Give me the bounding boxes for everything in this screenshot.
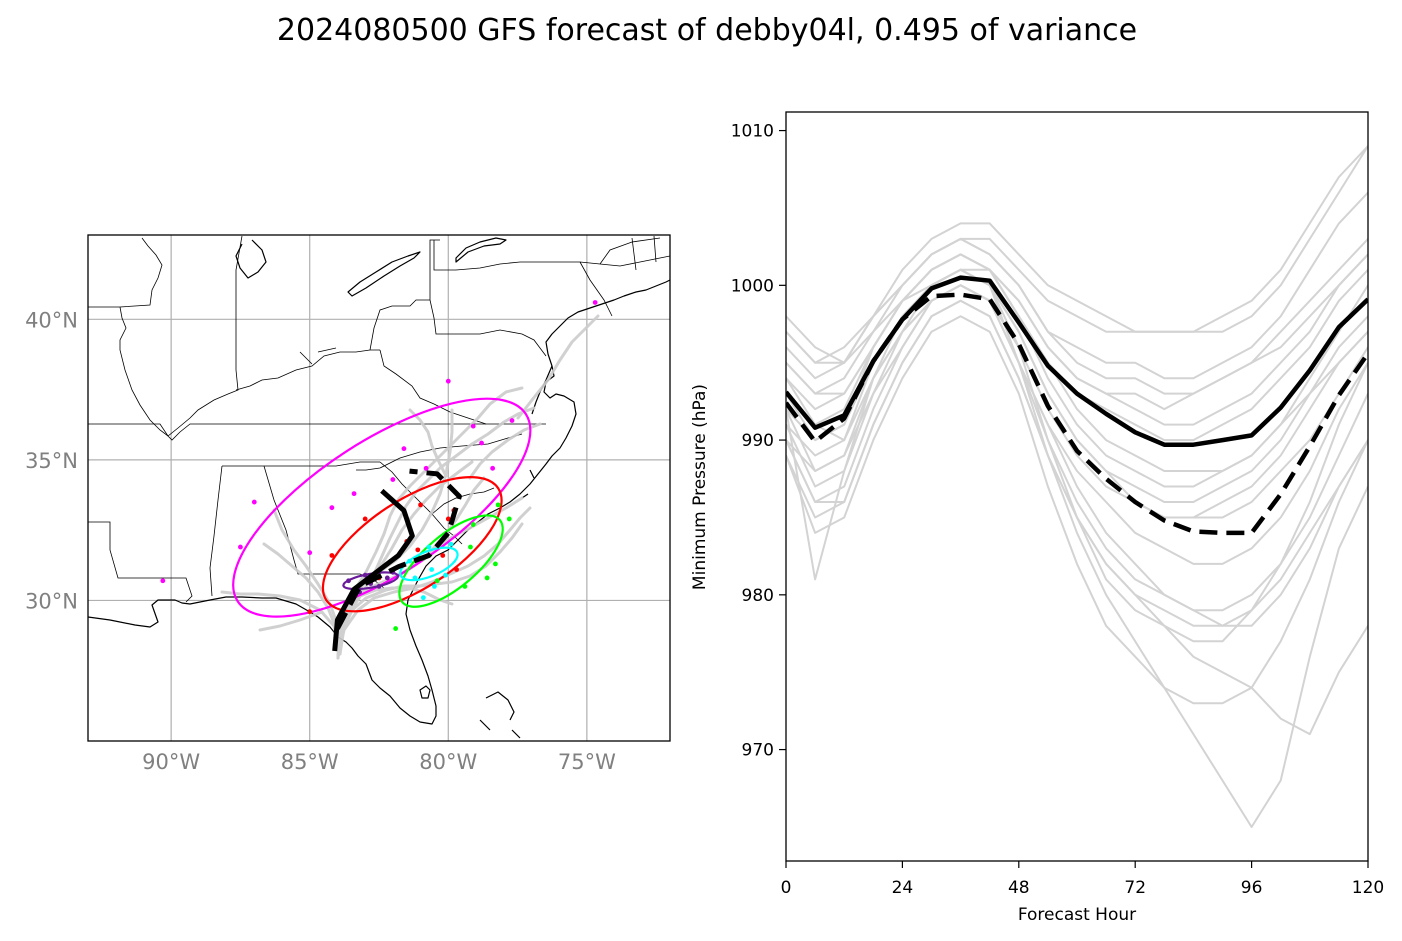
forecast-ellipse [342,571,400,591]
figure-title: 2024080500 GFS forecast of debby04l, 0.4… [277,13,1137,48]
ensemble-point [454,567,459,572]
ensemble-point [401,446,407,452]
ensemble-point [420,595,426,601]
ensemble-point [462,583,468,589]
ensemble-member-line [786,284,1368,828]
ensemble-point [376,583,382,589]
ensemble-point [493,561,498,567]
forecast-ellipse [398,514,504,608]
ensemble-point [412,575,418,581]
ensemble-point [484,575,490,581]
map-frame [87,234,671,742]
lon-tick-label: 90°W [142,750,200,774]
ensemble-point [390,477,396,482]
lon-tick-label: 80°W [419,750,477,774]
pressure-frame [785,111,1369,862]
ensemble-point [470,423,476,429]
coastline-lake-ontario [455,237,507,263]
ensemble-member-line [786,299,1368,627]
y-tick-label: 970 [742,741,774,761]
ensemble-point [362,572,368,578]
lon-tick-label: 85°W [281,750,339,774]
ensemble-point [506,516,512,522]
mean-dashed-line [786,292,1368,536]
coastline-lake-erie [347,251,421,297]
lat-tick-label: 35°N [25,449,78,473]
ensemble-point [307,550,313,556]
ensemble-member-line [786,253,1368,472]
ensemble-point [448,541,454,547]
ensemble-point [160,578,166,584]
x-tick-label: 48 [1008,878,1030,898]
ensemble-point [495,502,501,508]
ensemble-point [329,553,335,558]
map-axis-labels: 90°W 85°W 80°W 75°W 30°N 35°N 40°N [25,308,616,774]
lon-tick-label: 75°W [558,750,616,774]
coastline-lake-okeechobee [419,685,431,699]
ensemble-point [384,575,390,581]
ensemble-point [351,491,357,497]
y-tick-label: 990 [742,431,774,451]
y-axis-label: Minimum Pressure (hPa) [690,384,710,590]
ensemble-point [362,516,368,522]
x-tick-label: 72 [1124,878,1146,898]
ensemble-point [418,502,423,508]
ensemble-point [479,440,484,446]
ensemble-member-line [786,284,1368,627]
ensemble-pressure-lines [786,145,1368,828]
mean-track-dashed [335,468,462,630]
forecast-ellipse [232,397,532,618]
ensemble-point [434,578,440,584]
x-tick-label: 120 [1352,878,1384,898]
ensemble-member-line [786,315,1368,705]
track-map-panel: 90°W 85°W 80°W 75°W 30°N 35°N 40°N [25,234,671,774]
ensemble-point [423,465,429,471]
ensemble-point [251,499,257,505]
forecast-ellipse [399,546,459,582]
coastline-lake-michigan [235,239,267,279]
x-tick-label: 0 [781,878,792,898]
pressure-panel: 0 24 48 72 96 120 970 980 990 1000 1010 Forecast H… [690,111,1384,925]
ensemble-point [307,609,313,615]
ensemble-member-line [786,284,1368,612]
ensemble-point [415,547,421,553]
ensemble-point [238,544,243,550]
ensemble-point [440,553,446,558]
ensemble-member-line [786,145,1368,364]
ensemble-point [429,567,435,572]
ensemble-point [432,583,437,589]
coastline-bahamas [479,691,521,739]
ensemble-point [443,572,448,578]
ensemble-point [470,522,476,527]
mean-pressure-lines [786,275,1368,536]
ensemble-point [393,626,399,631]
y-tick-label: 1010 [731,122,774,142]
state-borders [88,235,670,603]
ensemble-point [329,505,335,511]
mean-tracks [332,468,462,652]
mean-track-solid [332,488,415,652]
ensemble-member-line [786,284,1368,519]
x-tick-label: 24 [892,878,914,898]
ensemble-member-line [786,237,1368,395]
ensemble-point [592,300,598,305]
y-tick-label: 980 [742,586,774,606]
ensemble-point [445,378,451,384]
ensemble-point [509,418,515,423]
ensemble-point [407,558,412,564]
pressure-axis-ticks: 0 24 48 72 96 120 970 980 990 1000 1010 [731,122,1384,898]
ensemble-point [490,465,496,471]
ensemble-point [426,544,432,550]
ensemble-point [346,578,351,584]
ensemble-point [468,544,473,550]
lat-tick-label: 40°N [25,308,78,332]
ensemble-member-line [786,145,1368,364]
lat-tick-label: 30°N [25,589,78,613]
x-tick-label: 96 [1241,878,1263,898]
ensemble-point [445,516,451,522]
y-tick-label: 1000 [731,276,774,296]
x-axis-label: Forecast Hour [1018,905,1136,925]
